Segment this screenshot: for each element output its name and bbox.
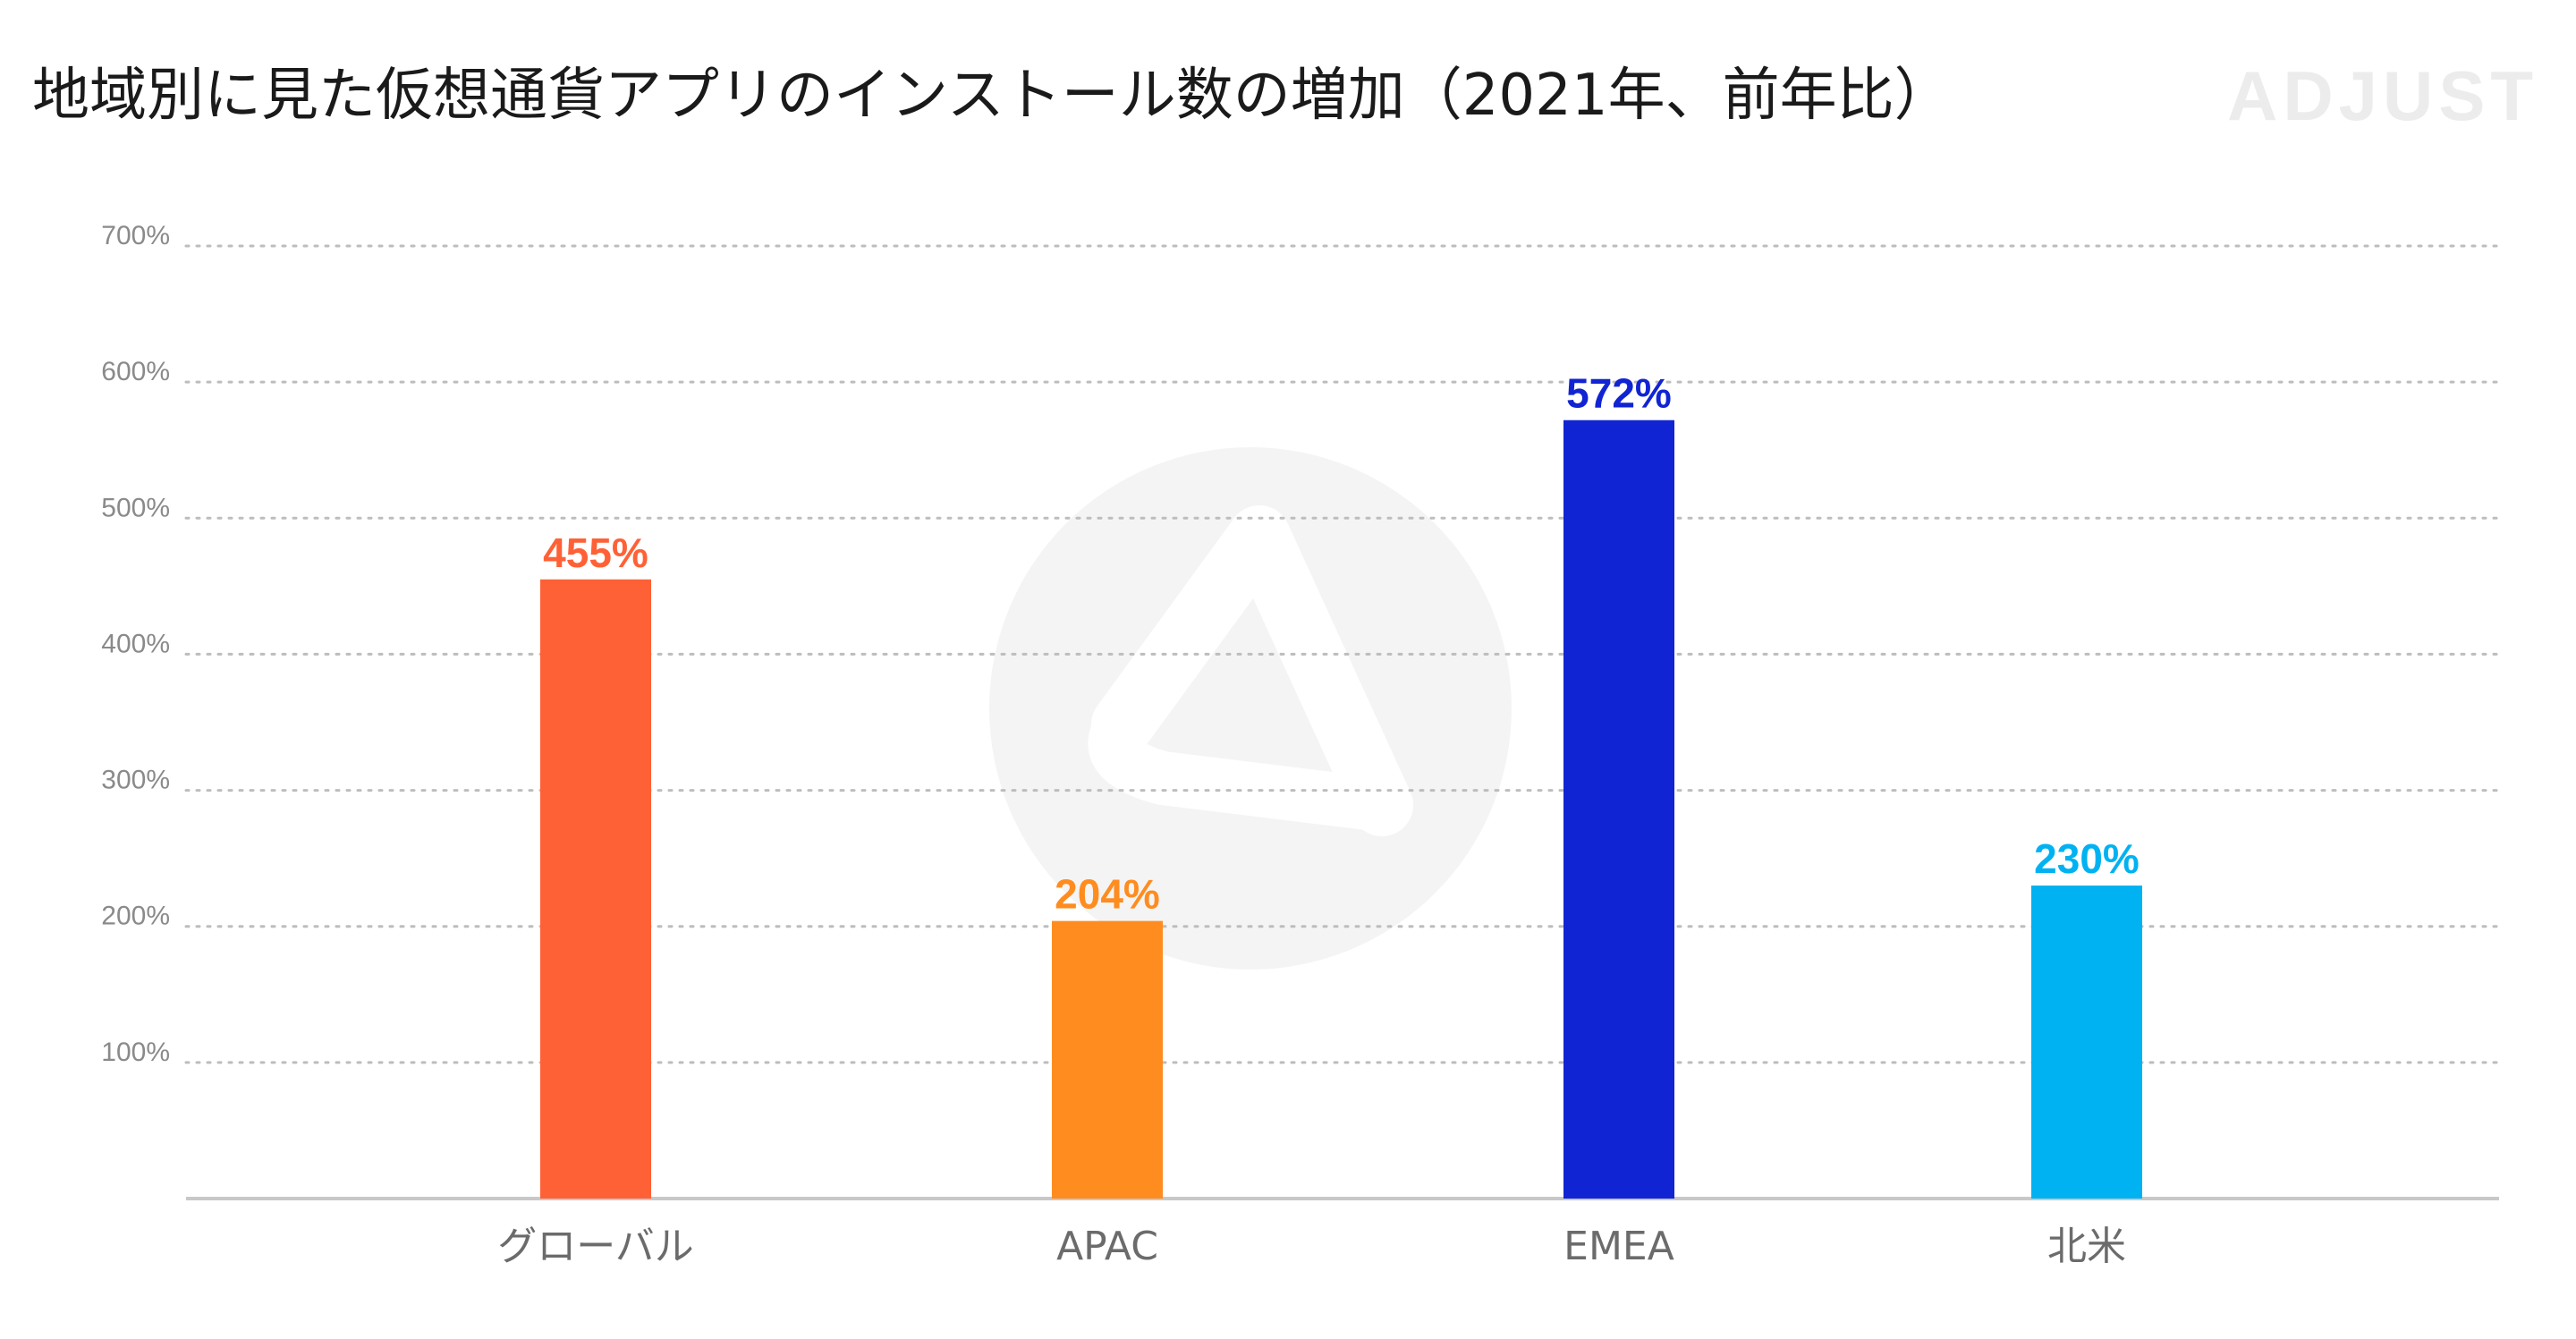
y-tick-label: 500%	[101, 493, 170, 522]
data-labels: 455% 204% 572% 230%	[543, 370, 2140, 918]
x-tick-label: APAC	[1056, 1224, 1158, 1269]
y-tick-label: 700%	[101, 221, 170, 250]
adjust-logo: ADJUST	[2227, 56, 2538, 135]
bar-3	[1563, 419, 1674, 1199]
x-tick-label: 北米	[2047, 1224, 2126, 1269]
data-label: 572%	[1566, 370, 1672, 417]
bar-1	[540, 579, 651, 1199]
y-axis: 100% 200% 300% 400% 500% 600% 700%	[101, 221, 170, 1067]
bars	[540, 419, 2142, 1199]
data-label: 230%	[2034, 835, 2140, 882]
y-tick-label: 400%	[101, 629, 170, 658]
x-axis: グローバル APAC EMEA 北米	[497, 1224, 2126, 1269]
data-label: 455%	[543, 530, 648, 576]
x-tick-label: グローバル	[497, 1224, 694, 1269]
y-tick-label: 200%	[101, 902, 170, 931]
adjust-watermark-icon	[989, 447, 1512, 970]
data-label: 204%	[1055, 871, 1160, 918]
x-tick-label: EMEA	[1563, 1224, 1674, 1269]
bar-2	[1052, 920, 1163, 1199]
bar-4	[2031, 886, 2142, 1199]
chart-title: 地域別に見た仮想通貨アプリのインストール数の増加（2021年、前年比）	[32, 63, 1952, 129]
brand-logo-text: ADJUST	[2227, 56, 2538, 135]
y-tick-label: 600%	[101, 357, 170, 386]
y-tick-label: 100%	[101, 1038, 170, 1067]
y-tick-label: 300%	[101, 766, 170, 795]
